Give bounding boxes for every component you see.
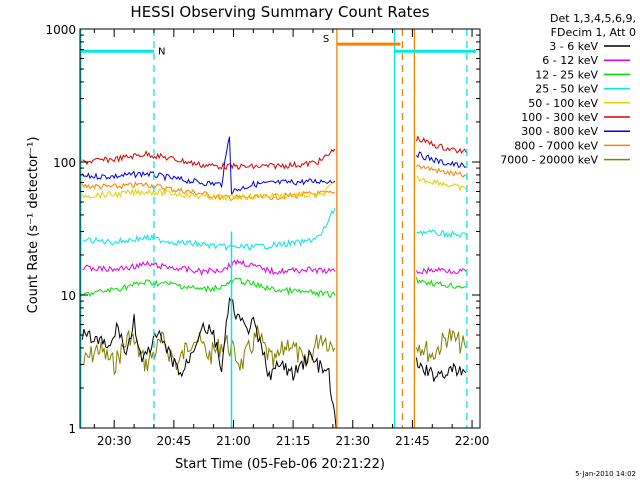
legend-label: 3 - 6 keV bbox=[549, 40, 598, 53]
series-layer bbox=[81, 135, 467, 428]
series-line-100-300-kev bbox=[82, 148, 336, 170]
series-line-12-25-kev bbox=[82, 277, 336, 299]
series-line-3-6-kev-part2 bbox=[415, 357, 467, 382]
series-line-50-100-kev-part2 bbox=[416, 175, 467, 192]
x-axis-label: Start Time (05-Feb-06 20:21:22) bbox=[175, 457, 385, 472]
series-line-6-12-kev-part2 bbox=[415, 266, 467, 275]
series-line-6-12-kev bbox=[82, 259, 336, 277]
y-tick-label: 1000 bbox=[45, 23, 76, 37]
x-tick-label: 21:15 bbox=[276, 434, 311, 448]
x-tick-label: 22:00 bbox=[455, 434, 490, 448]
series-line-800-7000-kev-part2 bbox=[416, 164, 467, 178]
legend-label: 800 - 7000 keV bbox=[514, 139, 598, 152]
y-tick-label: 100 bbox=[53, 156, 76, 170]
legend-label: 25 - 50 keV bbox=[535, 83, 598, 96]
x-tick-label: 21:00 bbox=[216, 434, 251, 448]
y-axis: 1 10 100 1000 bbox=[45, 23, 480, 436]
flag-label-s: S bbox=[323, 34, 329, 45]
series-line-300-800-kev bbox=[81, 136, 336, 196]
timestamp: 5-Jan-2010 14:02 bbox=[575, 470, 636, 478]
series-line-50-100-kev bbox=[81, 182, 335, 202]
series-line-800-7000-kev bbox=[81, 180, 336, 202]
y-tick-label: 10 bbox=[61, 289, 76, 303]
series-line-7000-20000-kev-part2 bbox=[415, 328, 467, 363]
legend-label: 7000 - 20000 keV bbox=[500, 154, 598, 167]
legend-label: 100 - 300 keV bbox=[521, 111, 598, 124]
legend-header-line-2: FDecim 1, Att 0 bbox=[551, 26, 636, 39]
series-line-300-800-kev-part2 bbox=[415, 151, 467, 168]
x-tick-label: 20:30 bbox=[97, 434, 132, 448]
legend-label: 12 - 25 keV bbox=[535, 68, 598, 81]
x-axis: 20:30 20:45 21:00 21:15 21:30 21:45 22:00 bbox=[93, 29, 490, 448]
legend-header-line-1: Det 1,3,4,5,6,9, bbox=[550, 12, 636, 25]
y-tick-label: 1 bbox=[68, 422, 76, 436]
x-tick-label: 20:45 bbox=[157, 434, 192, 448]
y-axis-label: Count Rate (s⁻¹ detector⁻¹) bbox=[26, 137, 41, 314]
series-line-25-50-kev-part2 bbox=[416, 229, 467, 239]
legend-label: 50 - 100 keV bbox=[528, 97, 598, 110]
legend-label: 6 - 12 keV bbox=[542, 54, 598, 67]
series-line-7000-20000-kev bbox=[82, 325, 336, 376]
x-tick-label: 21:30 bbox=[335, 434, 370, 448]
plot-frame bbox=[79, 28, 481, 429]
plot-area: NS bbox=[80, 29, 477, 428]
series-line-3-6-kev bbox=[81, 296, 337, 428]
flag-label-n: N bbox=[158, 46, 165, 57]
chart-title: HESSI Observing Summary Count Rates bbox=[130, 3, 429, 21]
series-line-100-300-kev-part2 bbox=[415, 135, 467, 155]
series-line-12-25-kev-part2 bbox=[415, 277, 467, 289]
legend: Det 1,3,4,5,6,9, FDecim 1, Att 0 3 - 6 k… bbox=[500, 12, 636, 167]
legend-label: 300 - 800 keV bbox=[521, 125, 598, 138]
series-line-25-50-kev bbox=[82, 207, 336, 252]
x-tick-label: 21:45 bbox=[395, 434, 430, 448]
